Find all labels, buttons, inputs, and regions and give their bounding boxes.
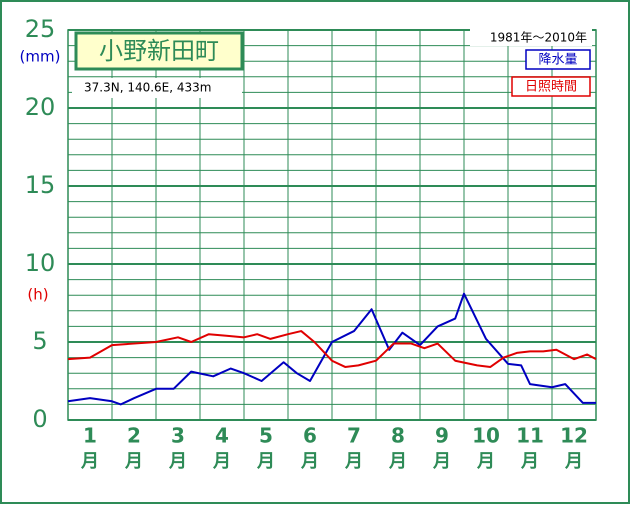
series-line — [67, 330, 597, 368]
period: 1981年～2010年 — [490, 31, 587, 45]
y-unit-sun: (h) — [27, 286, 48, 304]
x-tick-label: 9 — [435, 424, 449, 448]
y-unit-precip: (mm) — [20, 48, 61, 66]
x-tick-label: 6 — [303, 424, 317, 448]
legend-box — [511, 76, 591, 97]
x-tick-label: 11 — [516, 424, 544, 448]
x-tick-suffix: 月 — [80, 451, 99, 472]
x-tick-suffix: 月 — [520, 451, 539, 472]
x-tick-suffix: 月 — [124, 451, 143, 472]
series-line — [67, 292, 596, 406]
legend-label: 降水量 — [538, 53, 577, 68]
x-tick-suffix: 月 — [388, 451, 407, 472]
x-tick-suffix: 月 — [344, 451, 363, 472]
period-box — [470, 28, 592, 46]
x-tick-suffix: 月 — [300, 451, 319, 472]
lines — [67, 292, 597, 406]
x-tick-label: 4 — [215, 424, 229, 448]
location-box — [72, 78, 242, 98]
x-tick-suffix: 月 — [432, 451, 451, 472]
y-tick-label: 0 — [32, 405, 47, 433]
x-tick-suffix: 月 — [168, 451, 187, 472]
x-tick-label: 8 — [391, 424, 405, 448]
legend-box — [525, 49, 591, 70]
x-tick-suffix: 月 — [476, 451, 495, 472]
location: 37.3N, 140.6E, 433m — [84, 81, 211, 95]
title-box — [74, 31, 244, 71]
y-tick-label: 25 — [25, 15, 56, 43]
x-tick-label: 3 — [171, 424, 185, 448]
x-tick-label: 2 — [127, 424, 141, 448]
y-tick-label: 5 — [32, 327, 47, 355]
x-tick-label: 1 — [83, 424, 97, 448]
chart-title: 小野新田町 — [99, 37, 219, 65]
x-tick-label: 10 — [472, 424, 500, 448]
y-tick-label: 10 — [25, 249, 56, 277]
x-tick-label: 5 — [259, 424, 273, 448]
y-tick-label: 15 — [25, 171, 56, 199]
x-tick-label: 12 — [560, 424, 588, 448]
y-tick-label: 20 — [25, 93, 56, 121]
x-tick-label: 7 — [347, 424, 361, 448]
x-tick-suffix: 月 — [564, 451, 583, 472]
x-tick-suffix: 月 — [256, 451, 275, 472]
x-tick-suffix: 月 — [212, 451, 231, 472]
legend-label: 日照時間 — [525, 80, 577, 95]
